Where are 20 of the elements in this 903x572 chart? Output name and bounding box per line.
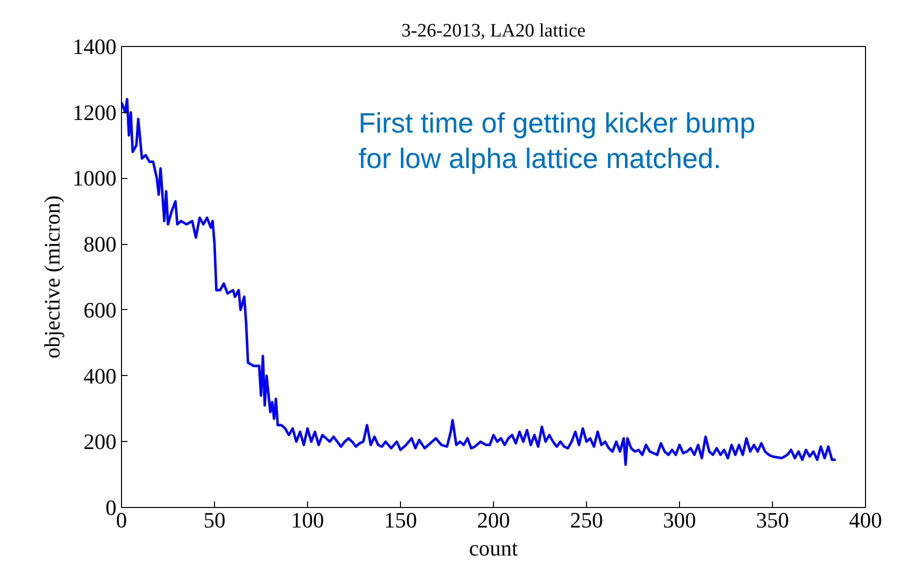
x-tick-label: 150 xyxy=(384,508,417,532)
y-tick-label: 1000 xyxy=(72,166,116,191)
y-tick-label: 800 xyxy=(84,232,116,257)
annotation: First time of getting kicker bump for low alpha lattice matched. xyxy=(358,108,756,174)
x-tick-label: 350 xyxy=(756,508,789,532)
line-series xyxy=(122,98,837,466)
x-tick-label: 400 xyxy=(849,508,882,532)
y-axis-title: objective (micron) xyxy=(40,195,64,359)
x-tick-label: 300 xyxy=(663,508,696,532)
x-tick-label: 250 xyxy=(570,508,603,532)
y-tick-label: 400 xyxy=(84,363,116,388)
y-tick-label: 1200 xyxy=(72,100,116,125)
x-tick-label: 200 xyxy=(477,508,510,532)
chart-title: 3-26-2013, LA20 lattice xyxy=(401,20,586,42)
y-tick-label: 200 xyxy=(84,429,116,454)
y-tick-label: 1400 xyxy=(72,34,116,59)
x-tick-label: 50 xyxy=(204,508,226,532)
x-axis-title: count xyxy=(469,536,518,560)
x-tick-label: 100 xyxy=(291,508,324,532)
y-tick-label: 600 xyxy=(84,297,116,322)
